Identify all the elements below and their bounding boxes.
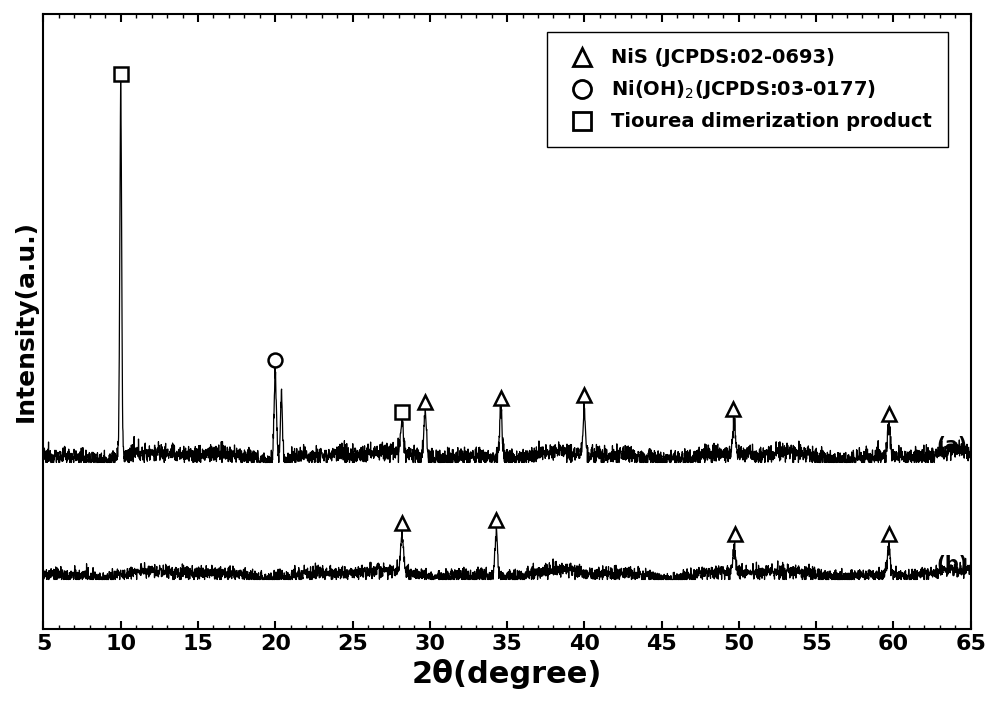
Y-axis label: Intensity(a.u.): Intensity(a.u.) [14, 220, 38, 423]
X-axis label: 2θ(degree): 2θ(degree) [412, 659, 602, 689]
Text: (b): (b) [936, 555, 968, 574]
Legend: NiS (JCPDS:02-0693), Ni(OH)$_2$(JCPDS:03-0177), Tiourea dimerization product: NiS (JCPDS:02-0693), Ni(OH)$_2$(JCPDS:03… [547, 32, 948, 148]
Text: (a): (a) [937, 436, 968, 455]
